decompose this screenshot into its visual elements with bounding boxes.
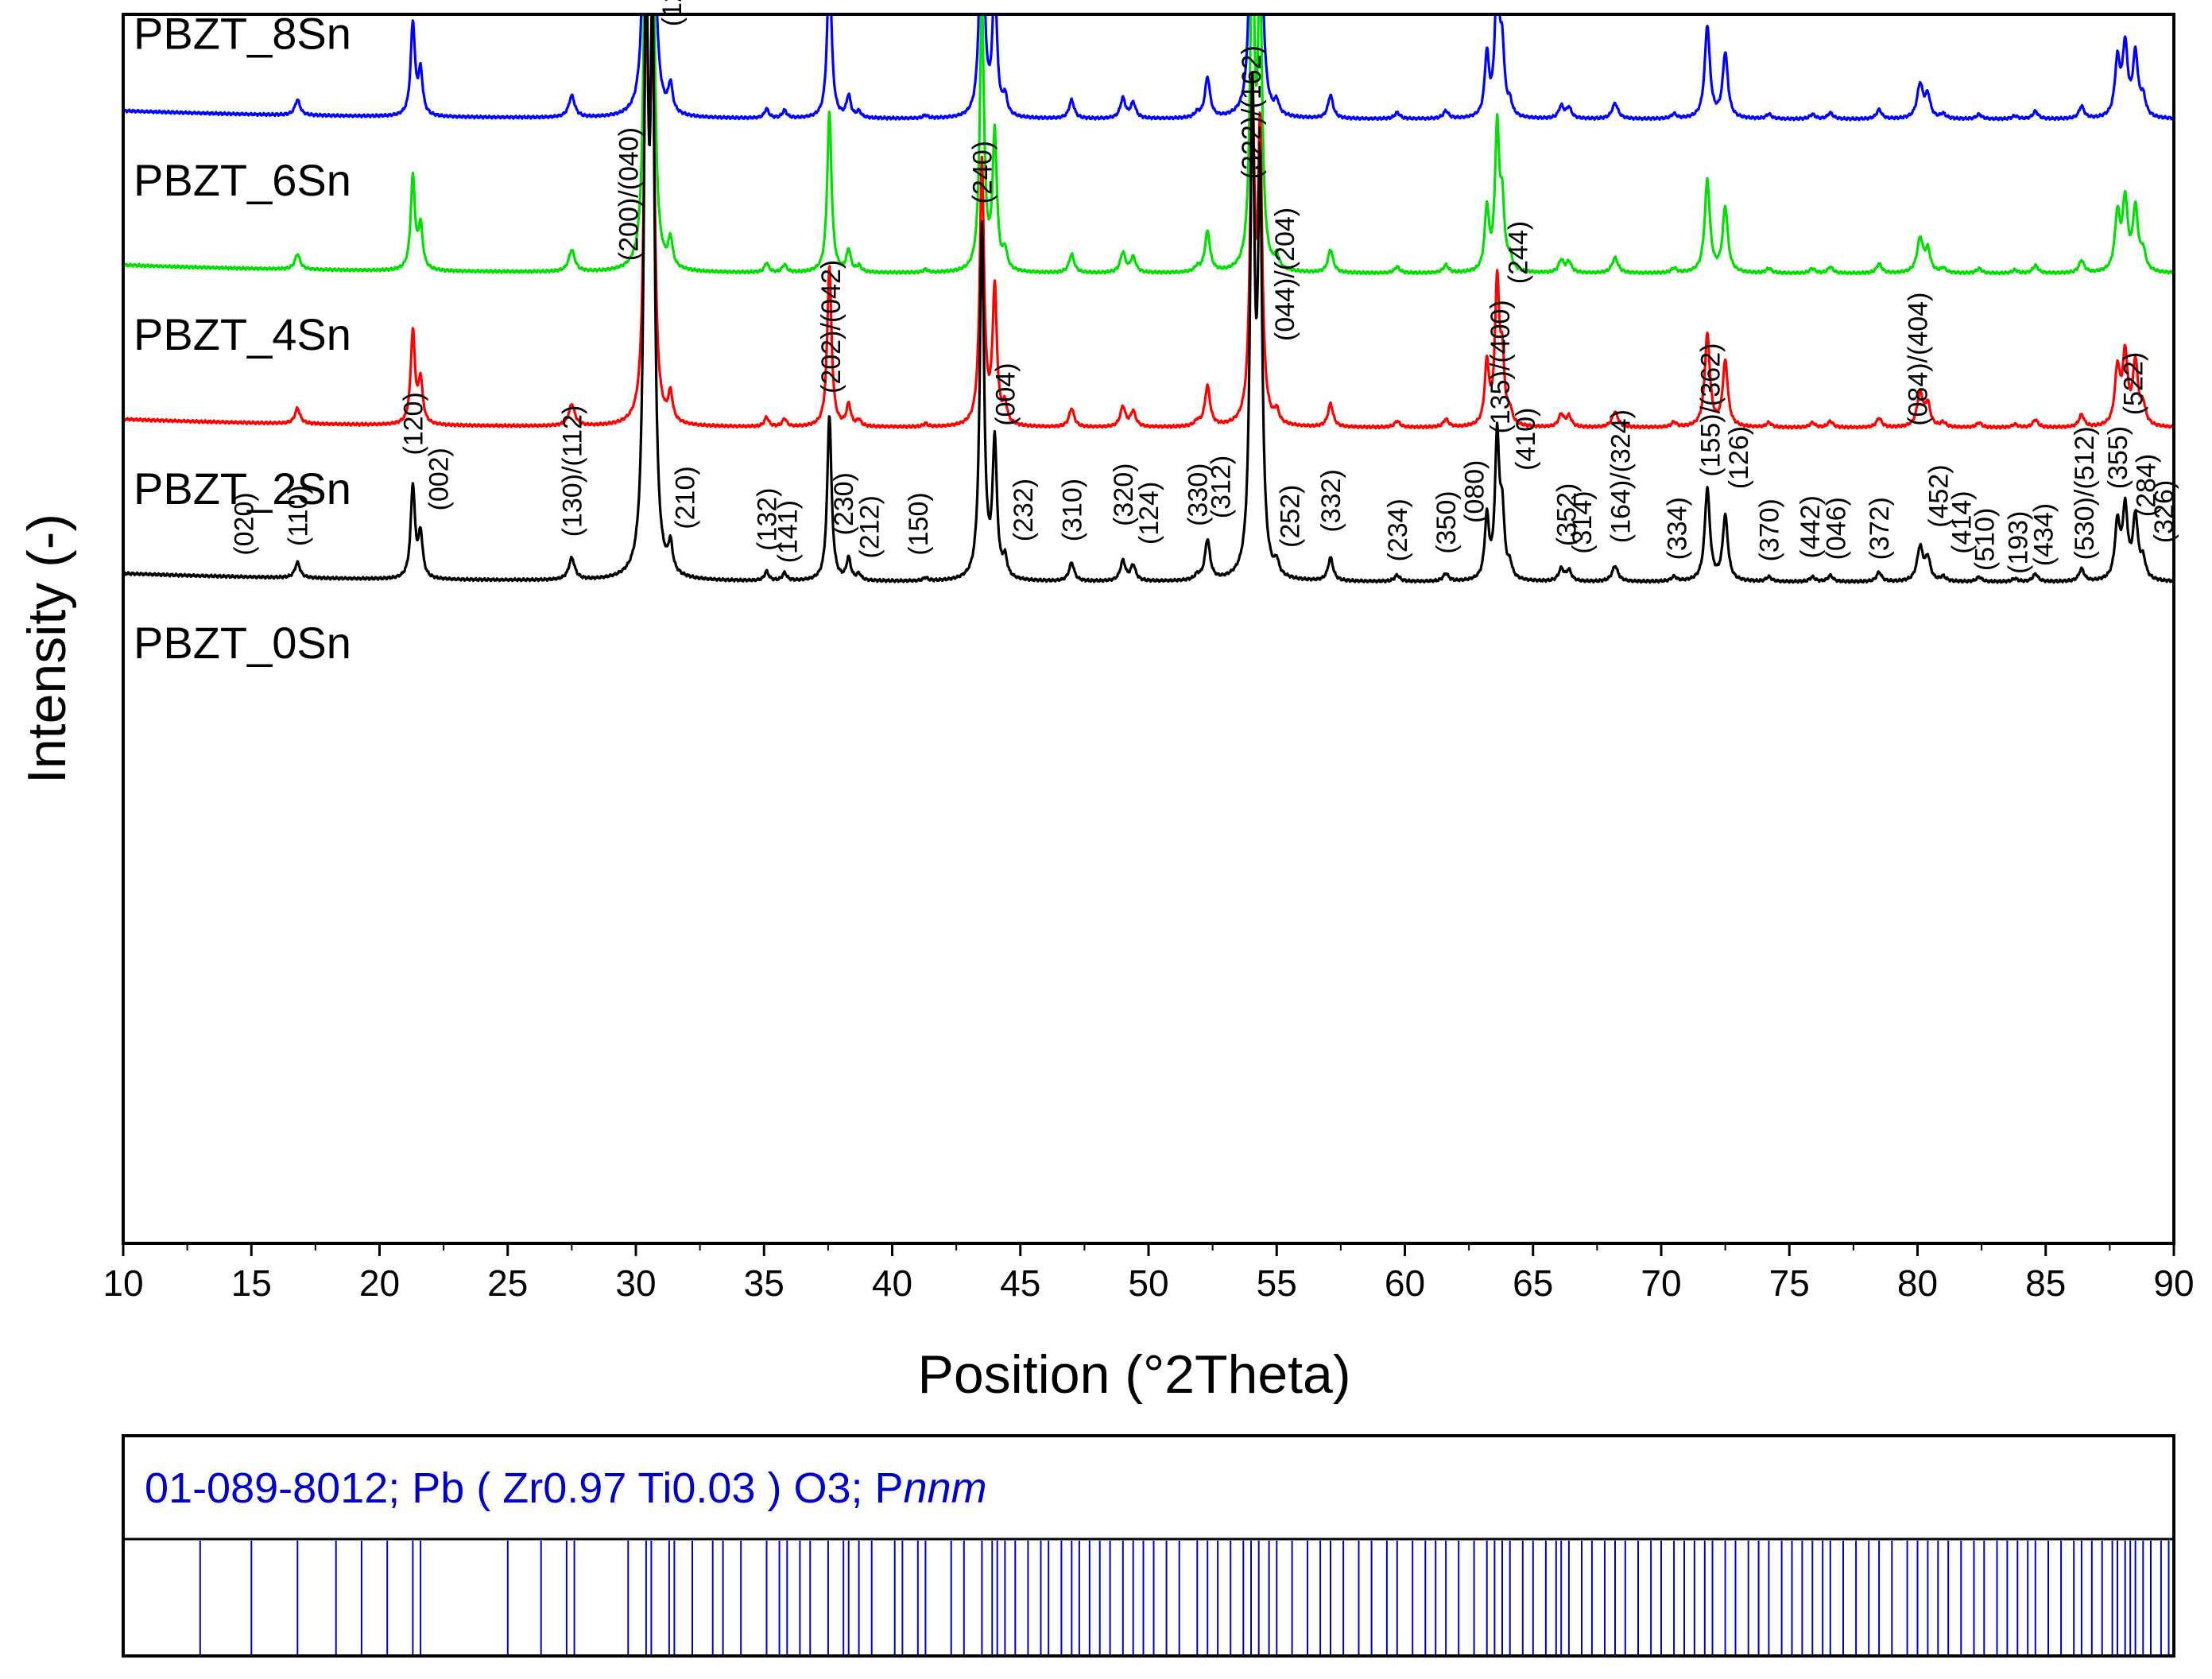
hkl-label: (230): [829, 472, 859, 535]
series-trace-4sn: [125, 16, 2172, 276]
hkl-label: (164)/(324): [1606, 409, 1636, 543]
x-axis: 10 15 20 25 30 35 40 45 50 55 60 65 70 75 80 85 90: [103, 1243, 2195, 1304]
x-tick-label: 75: [1769, 1262, 1810, 1304]
x-tick-label: 10: [103, 1262, 143, 1304]
plot-border: [122, 13, 2175, 1245]
hkl-label: (334): [1662, 497, 1692, 560]
x-tick-label: 35: [744, 1262, 784, 1304]
x-tick-label: 30: [615, 1262, 656, 1304]
hkl-label: (110): [283, 485, 313, 546]
hkl-label: (232): [1009, 479, 1039, 541]
hkl-label: (322)/(162): [1237, 45, 1267, 179]
hkl-label: (522): [2118, 352, 2148, 415]
series-name-pbzt-8sn: PBZT_8Sn: [134, 9, 351, 59]
hkl-label: (080): [1460, 460, 1490, 523]
series-name-pbzt-6sn: PBZT_6Sn: [134, 155, 351, 205]
hkl-label: (414): [1947, 491, 1977, 553]
reference-panel-border: [122, 1434, 2175, 1658]
x-tick-label: 90: [2153, 1262, 2194, 1304]
hkl-label: (252): [1275, 485, 1305, 548]
x-tick-label: 40: [872, 1262, 912, 1304]
hkl-label: (240): [967, 141, 998, 204]
plot-frame: [122, 13, 2175, 1245]
series-layer: [125, 16, 2172, 584]
hkl-label: (193): [2003, 511, 2033, 574]
series-name-layer: PBZT_0Sn PBZT_2Sn PBZT_4Sn PBZT_6Sn PBZT_8Sn: [134, 9, 351, 668]
reference-card-label: 01-089-8012; Pb ( Zr0.97 Ti0.03 ) O3; Pn…: [145, 1464, 987, 1512]
series-trace-0sn: [125, 16, 2172, 584]
hkl-label: (510): [1970, 508, 2000, 571]
series-name-pbzt-4sn: PBZT_4Sn: [134, 309, 351, 359]
hkl-label: (126): [1724, 426, 1754, 489]
x-tick-label: 55: [1257, 1262, 1297, 1304]
series-trace-2sn: [125, 16, 2172, 430]
hkl-label: (150): [904, 492, 934, 555]
hkl-label: (332): [1316, 469, 1346, 532]
hkl-label: (452): [1923, 464, 1954, 527]
hkl-label: (135)/(400): [1486, 300, 1516, 433]
hkl-label: (310): [1057, 479, 1087, 541]
hkl-label: (326): [2149, 480, 2179, 543]
hkl-label: (202)/(042): [816, 260, 846, 394]
y-axis-title: Intensity (-): [17, 514, 77, 784]
hkl-label: (044)/(204): [1270, 207, 1300, 341]
hkl-label: (442): [1796, 495, 1826, 558]
hkl-label: (314): [1567, 491, 1598, 553]
hkl-label: (200)/(040): [614, 127, 644, 261]
hkl-label-layer: (020) (110) (120)(002) (130)/(112) (200)/(04…: [230, 0, 2180, 574]
hkl-label: (002): [424, 448, 455, 510]
hkl-label: (122): [657, 0, 688, 26]
hkl-label: (372): [1865, 497, 1895, 560]
x-axis-title: Position (°2Theta): [918, 1344, 1351, 1405]
x-tick-label: 50: [1128, 1262, 1168, 1304]
x-tick-label: 65: [1513, 1262, 1553, 1304]
hkl-label: (410): [1511, 408, 1541, 471]
series-trace-6sn: [125, 16, 2172, 122]
hkl-label: (320): [1109, 463, 1139, 526]
hkl-label: (141): [773, 500, 803, 563]
hkl-label: (330): [1183, 463, 1213, 526]
hkl-label: (130)/(112): [557, 405, 587, 537]
hkl-label: (084)/(404): [1904, 293, 1934, 426]
hkl-label: (312): [1206, 456, 1236, 518]
hkl-label: (352): [1552, 483, 1582, 546]
hkl-label: (124): [1134, 482, 1164, 545]
x-tick-label: 20: [359, 1262, 400, 1304]
hkl-label: (355): [2103, 426, 2133, 489]
hkl-label: (210): [670, 466, 700, 529]
hkl-label: (284): [2132, 454, 2162, 517]
hkl-label: (434): [2029, 503, 2059, 566]
x-tick-label: 80: [1897, 1262, 1938, 1304]
series-name-pbzt-2sn: PBZT_2Sn: [134, 463, 351, 514]
x-tick-label: 25: [487, 1262, 528, 1304]
hkl-label: (120): [398, 392, 428, 455]
x-tick-label: 15: [231, 1262, 272, 1304]
x-tick-label: 60: [1385, 1262, 1425, 1304]
series-name-pbzt-0sn: PBZT_0Sn: [134, 618, 351, 668]
x-tick-label: 85: [2025, 1262, 2066, 1304]
hkl-label: (530)/(512): [2070, 426, 2100, 560]
hkl-label: (234): [1383, 498, 1413, 561]
reference-pattern-panel: 01-089-8012; Pb ( Zr0.97 Ti0.03 ) O3; Pn…: [122, 1434, 2175, 1658]
x-tick-label: 45: [1000, 1262, 1040, 1304]
hkl-label: (244): [1503, 221, 1533, 284]
x-tick-label: 70: [1641, 1262, 1681, 1304]
hkl-label: (212): [855, 495, 885, 558]
hkl-label: (004): [990, 363, 1021, 425]
hkl-label: (155)/(362): [1695, 343, 1726, 477]
hkl-label: (350): [1431, 491, 1462, 553]
hkl-label: (020): [230, 492, 260, 555]
hkl-label: (132): [753, 488, 783, 551]
hkl-label: (370): [1754, 498, 1784, 561]
hkl-label: (046): [1821, 497, 1851, 560]
